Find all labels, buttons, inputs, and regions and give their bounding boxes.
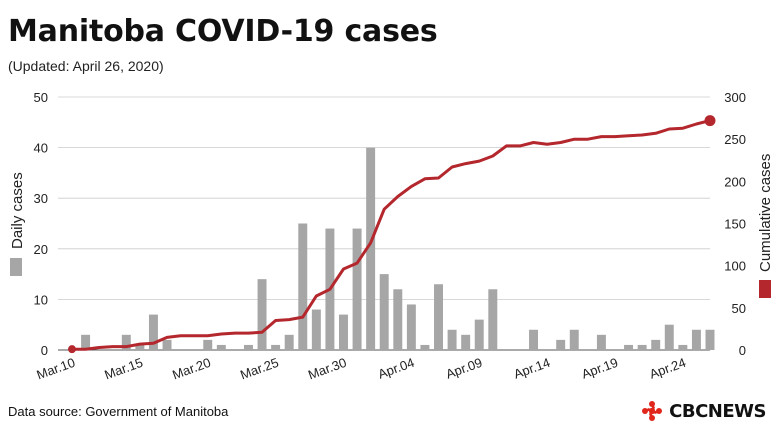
y-right-tick-label: 300 [724, 90, 746, 105]
y-axis-right-label: Cumulative cases [757, 154, 774, 272]
bar-daily-cases [447, 329, 457, 350]
x-tick-label: Mar.15 [102, 355, 144, 383]
bar-daily-cases [148, 314, 158, 350]
bar-daily-cases [379, 274, 389, 350]
bar-daily-cases [705, 329, 715, 350]
bar-daily-cases [311, 309, 321, 350]
y-axis-left-label: Daily cases [9, 172, 26, 249]
line-start-point [68, 345, 76, 354]
y-left-tick-label: 30 [34, 191, 48, 206]
x-tick-label: Mar.30 [306, 355, 348, 383]
x-tick-label: Apr.04 [376, 355, 416, 382]
bar-daily-cases [271, 344, 281, 350]
y-axis-right-title: Cumulative cases [757, 154, 774, 298]
y-axis-left-title: Daily cases [9, 172, 26, 276]
y-right-tick-label: 0 [739, 343, 746, 358]
bar-daily-cases [678, 344, 688, 350]
bar-daily-cases [420, 344, 430, 350]
bar-daily-cases [216, 344, 226, 350]
y-left-tick-label: 20 [34, 242, 48, 257]
x-tick-label: Apr.09 [444, 355, 484, 382]
bar-daily-cases [461, 334, 471, 350]
bar-daily-cases [203, 339, 213, 350]
legend-swatch-daily [10, 258, 22, 276]
data-source-note: Data source: Government of Manitoba [8, 404, 229, 419]
bar-daily-cases [135, 344, 145, 350]
line-end-point [704, 115, 716, 127]
legend-swatch-cumulative [759, 280, 771, 298]
bar-daily-cases [393, 289, 403, 350]
x-tick-label: Apr.24 [647, 355, 687, 382]
bar-daily-cases [624, 344, 634, 350]
bar-series-daily [81, 147, 715, 350]
bar-daily-cases [434, 284, 443, 350]
bar-daily-cases [651, 339, 661, 350]
bar-daily-cases [121, 334, 131, 350]
x-tick-label: Mar.10 [35, 355, 77, 383]
bar-daily-cases [339, 314, 348, 350]
bar-daily-cases [284, 334, 294, 350]
logo-text: CBCNEWS [669, 400, 766, 422]
chart-title: Manitoba COVID-19 cases [8, 14, 438, 49]
line-series-cumulative [68, 115, 716, 354]
y-right-tick-label: 200 [724, 174, 746, 189]
bar-daily-cases [664, 324, 674, 350]
y-left-tick-label: 10 [34, 292, 48, 307]
cbc-news-logo: CBCNEWS [641, 400, 766, 422]
y-right-tick-label: 150 [724, 217, 746, 232]
bar-daily-cases [257, 279, 267, 350]
bar-daily-cases [298, 223, 308, 350]
bar-daily-cases [596, 334, 606, 350]
y-left-tick-label: 50 [34, 90, 48, 105]
bar-daily-cases [366, 147, 376, 350]
x-tick-label: Apr.14 [512, 355, 552, 382]
y-right-tick-label: 250 [724, 132, 746, 147]
bar-daily-cases [474, 319, 484, 350]
x-tick-label: Mar.25 [238, 355, 280, 383]
chart-subtitle: (Updated: April 26, 2020) [8, 58, 164, 74]
y-axis-right-ticks: 0 50 100 150 200 250 300 [724, 90, 746, 358]
x-tick-label: Apr.19 [580, 355, 620, 382]
x-axis-ticks: Mar.10 Mar.15 Mar.20 Mar.25 Mar.30 Apr.04 Apr.… [35, 355, 688, 383]
bar-daily-cases [162, 339, 172, 350]
bar-daily-cases [243, 344, 253, 350]
y-axis-left-ticks: 0 10 20 30 40 50 [34, 90, 48, 358]
cbc-gem-icon [642, 401, 663, 421]
bar-daily-cases [488, 289, 498, 350]
bar-daily-cases [352, 228, 362, 350]
x-tick-label: Mar.20 [170, 355, 212, 383]
y-left-tick-label: 0 [41, 343, 48, 358]
bar-daily-cases [529, 329, 539, 350]
y-right-tick-label: 100 [724, 259, 746, 274]
y-right-tick-label: 50 [732, 301, 746, 316]
bar-daily-cases [406, 304, 416, 350]
bar-daily-cases [637, 344, 647, 350]
bar-daily-cases [556, 339, 566, 350]
y-left-tick-label: 40 [34, 141, 48, 156]
bar-daily-cases [81, 334, 91, 350]
bar-daily-cases [691, 329, 701, 350]
bar-daily-cases [569, 329, 579, 350]
line-cumulative-cases [70, 119, 712, 351]
